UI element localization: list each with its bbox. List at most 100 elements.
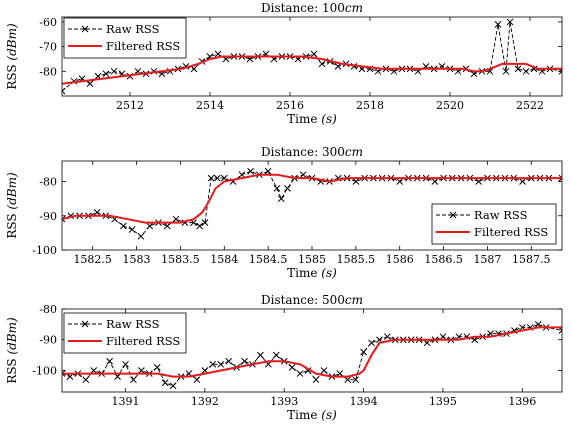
plot-area-frame: [61, 16, 563, 97]
raw-rss-series: [62, 321, 562, 390]
y-tick-label: -80: [39, 176, 57, 189]
legend: Raw RSS Filtered RSS: [63, 17, 187, 59]
filtered-rss-series: [62, 326, 562, 378]
raw-rss-marker: [257, 351, 264, 359]
raw-rss-marker: [62, 215, 66, 223]
raw-rss-marker: [352, 376, 360, 384]
raw-rss-marker: [360, 348, 367, 356]
y-tick-label: -70: [39, 41, 57, 54]
raw-rss-marker: [384, 333, 391, 341]
raw-rss-marker: [558, 327, 562, 334]
chart-title: Distance: 100cm: [261, 1, 363, 15]
filtered-rss-series: [62, 55, 562, 85]
raw-rss-marker: [522, 67, 530, 75]
legend-label: Filtered RSS: [106, 334, 180, 348]
raw-rss-marker: [146, 222, 154, 230]
raw-rss-marker: [264, 167, 272, 175]
raw-rss-marker: [201, 219, 209, 226]
raw-rss-line: [62, 323, 562, 387]
raw-rss-marker: [169, 382, 177, 390]
filtered-rss-line: [62, 173, 562, 224]
x-tick-label: 1587.5: [512, 253, 551, 266]
raw-rss-marker: [336, 370, 344, 377]
raw-rss-marker: [102, 70, 110, 78]
filtered-rss-series: [62, 173, 562, 224]
raw-rss-marker: [82, 376, 90, 384]
raw-rss-marker: [318, 60, 326, 68]
raw-rss-marker: [93, 208, 101, 216]
x-tick-label: 1583.5: [161, 253, 200, 266]
x-tick-label: 1586: [386, 253, 414, 266]
raw-rss-marker: [153, 364, 161, 371]
raw-rss-marker: [62, 87, 66, 95]
x-tick-label: 1396: [508, 395, 536, 408]
raw-rss-marker: [120, 222, 127, 230]
legend-label: Raw RSS: [474, 208, 528, 222]
legend-swatch-marker: [81, 320, 89, 328]
legend-box: [63, 312, 187, 354]
x-tick-label: 2516: [276, 99, 304, 112]
raw-rss-marker: [423, 339, 431, 347]
raw-rss-marker: [247, 167, 254, 175]
x-tick-label: 1583: [123, 253, 151, 266]
raw-rss-marker: [114, 373, 121, 380]
raw-rss-marker: [296, 370, 304, 377]
raw-rss-marker: [190, 65, 198, 73]
raw-rss-marker: [506, 18, 514, 26]
x-tick-label: 1394: [350, 395, 378, 408]
x-tick-label: 2522: [516, 99, 544, 112]
raw-rss-marker: [502, 67, 510, 75]
raw-rss-marker: [439, 333, 447, 341]
x-tick-label: 2520: [436, 99, 464, 112]
raw-rss-marker: [62, 370, 66, 377]
x-tick-label: 1582.5: [73, 253, 112, 266]
raw-rss-marker: [396, 178, 404, 185]
x-tick-label: 1391: [111, 395, 139, 408]
raw-rss-marker: [534, 321, 542, 328]
raw-rss-marker: [130, 376, 137, 384]
x-tick-label: 1395: [429, 395, 457, 408]
raw-rss-marker: [241, 357, 248, 365]
plot-area-frame: [61, 308, 563, 393]
raw-rss-marker: [209, 360, 217, 368]
raw-rss-marker: [277, 195, 285, 203]
x-tick-label: 1585.5: [337, 253, 376, 266]
legend-box: [431, 203, 557, 245]
x-tick-label: 1585: [298, 253, 326, 266]
chart-panel-2: 1582.5 1583 1583.5 1584 1584.5 1585 1585.5 1586…: [5, 145, 563, 280]
raw-rss-marker: [217, 360, 225, 368]
legend-label: Filtered RSS: [106, 39, 180, 53]
raw-rss-marker: [431, 178, 439, 185]
x-axis-label: Time (s): [287, 266, 337, 280]
raw-rss-marker: [310, 50, 318, 58]
raw-rss-marker: [106, 357, 113, 365]
raw-rss-marker: [312, 376, 320, 384]
raw-rss-marker: [110, 67, 118, 75]
raw-rss-marker: [86, 80, 94, 88]
raw-rss-marker: [225, 357, 233, 365]
x-tick-label: 1586.5: [424, 253, 463, 266]
filtered-rss-line: [62, 326, 562, 378]
x-tick-label: 1584.5: [249, 253, 288, 266]
legend-swatch-marker: [449, 211, 457, 219]
raw-rss-marker: [138, 367, 145, 374]
legend: Raw RSS Filtered RSS: [431, 203, 557, 245]
x-tick-label: 2518: [356, 99, 384, 112]
raw-rss-marker: [196, 222, 204, 230]
y-axis-label: RSS (dBm): [5, 172, 19, 239]
legend-label: Filtered RSS: [474, 225, 548, 239]
x-tick-label: 1584: [210, 253, 238, 266]
legend-swatch-marker: [81, 25, 89, 33]
x-axis-label: Time (s): [287, 408, 337, 422]
y-tick-label: -100: [32, 364, 57, 377]
y-tick-label: -80: [39, 65, 57, 78]
x-tick-label: 1393: [270, 395, 298, 408]
raw-rss-marker: [352, 178, 360, 185]
x-tick-label: 2512: [116, 99, 144, 112]
raw-rss-marker: [299, 171, 307, 179]
raw-rss-marker: [320, 367, 328, 374]
raw-rss-marker: [163, 222, 171, 230]
y-axis-label: RSS (dBm): [5, 317, 19, 384]
y-tick-label: -80: [39, 303, 57, 316]
